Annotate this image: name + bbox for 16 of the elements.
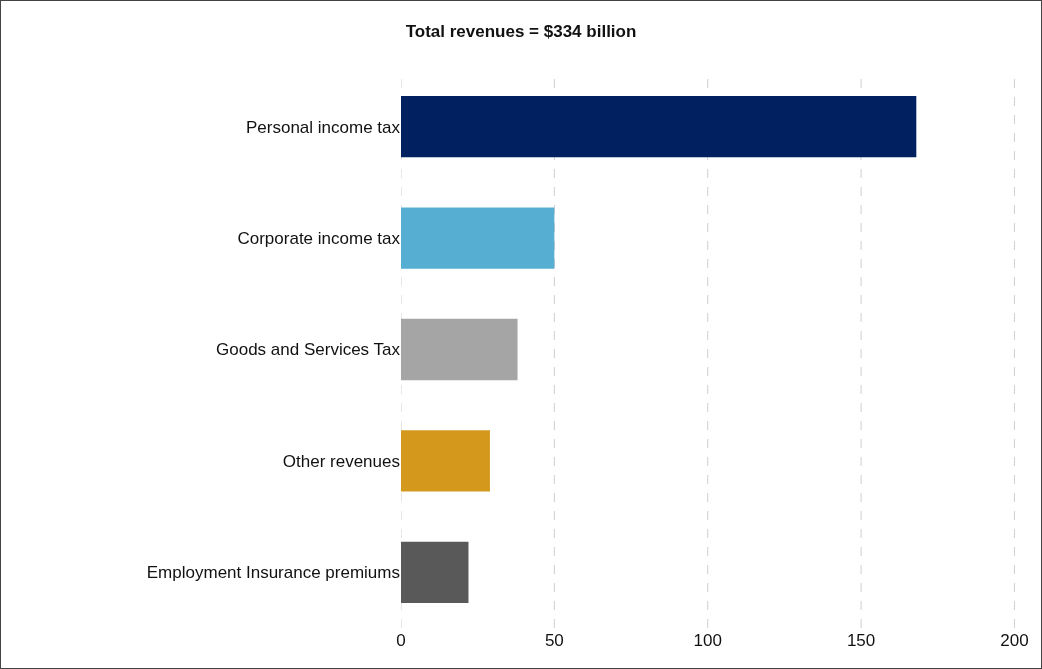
bar xyxy=(401,430,490,492)
y-tick-label: Employment Insurance premiums xyxy=(146,563,400,583)
y-tick-label: Goods and Services Tax xyxy=(216,340,401,360)
chart-title: Total revenues = $334 billion xyxy=(405,21,637,41)
y-tick-label: Personal income tax xyxy=(245,117,401,137)
x-tick-label: 200 xyxy=(1000,631,1029,650)
x-tick-label: 150 xyxy=(846,631,876,650)
bar xyxy=(401,96,917,158)
x-tick-label: 50 xyxy=(544,631,564,650)
bar xyxy=(401,541,469,603)
bar xyxy=(401,318,518,381)
y-tick-label: Corporate income tax xyxy=(237,229,401,249)
bar xyxy=(401,207,555,269)
y-tick-label: Other revenues xyxy=(282,451,400,471)
x-tick-label: 0 xyxy=(396,631,406,650)
x-tick-label: 100 xyxy=(693,631,722,650)
